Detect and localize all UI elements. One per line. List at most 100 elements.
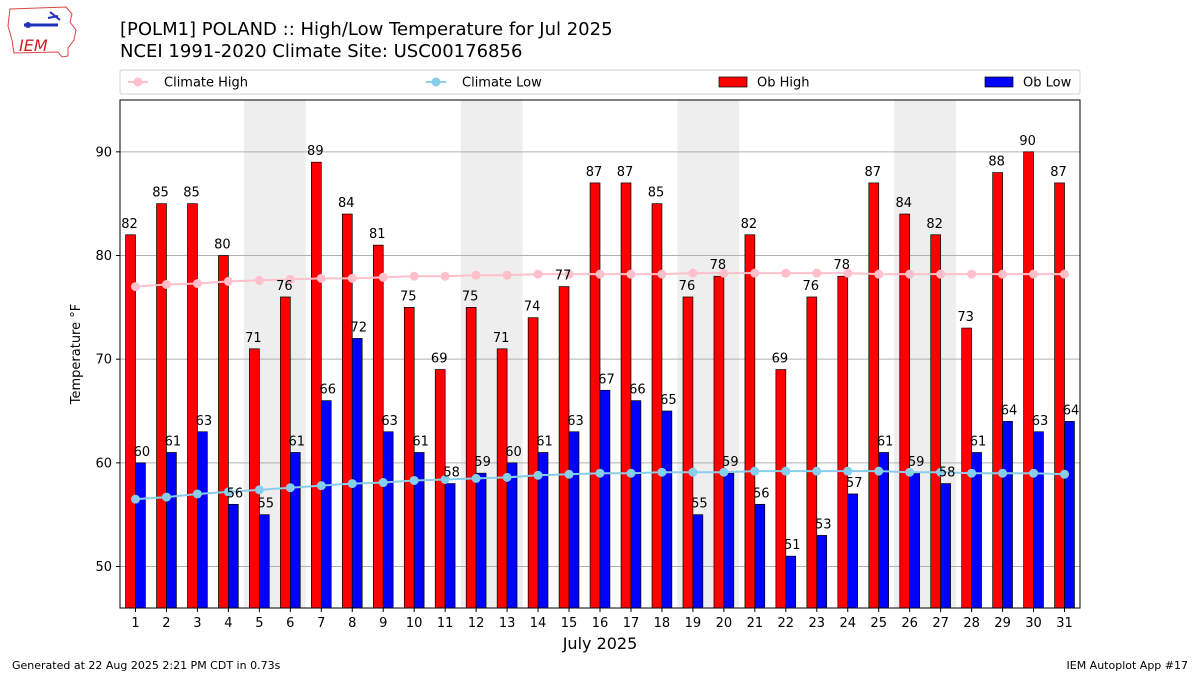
x-tick-label: 27 bbox=[932, 616, 949, 631]
ob-high-bar bbox=[930, 234, 941, 609]
climate-low-point bbox=[750, 466, 760, 476]
ob-low-label: 51 bbox=[784, 538, 801, 553]
ob-high-label: 84 bbox=[338, 196, 355, 211]
ob-low-label: 61 bbox=[165, 434, 182, 449]
ob-high-label: 76 bbox=[679, 279, 696, 294]
legend-box bbox=[119, 69, 1081, 95]
x-axis-label: July 2025 bbox=[562, 634, 638, 653]
ob-low-bar bbox=[661, 410, 673, 609]
ob-low-label: 55 bbox=[258, 497, 275, 512]
ob-low-label: 60 bbox=[134, 445, 151, 460]
climate-high-point bbox=[378, 272, 388, 282]
ob-high-label: 82 bbox=[121, 217, 138, 232]
x-tick-label: 18 bbox=[654, 616, 671, 631]
climate-high-point bbox=[254, 275, 264, 285]
ob-high-label: 71 bbox=[493, 331, 510, 346]
climate-high-point bbox=[967, 269, 977, 279]
y-tick-label: 70 bbox=[95, 353, 112, 368]
ob-low-label: 61 bbox=[970, 434, 987, 449]
ob-high-bar bbox=[249, 348, 260, 609]
ob-low-label: 61 bbox=[289, 434, 306, 449]
climate-low-point bbox=[998, 468, 1008, 478]
ob-high-bar bbox=[558, 286, 570, 609]
ob-low-label: 55 bbox=[691, 497, 708, 512]
x-tick-label: 30 bbox=[1025, 616, 1042, 631]
climate-high-point bbox=[285, 274, 295, 284]
climate-high-point bbox=[1029, 269, 1039, 279]
ob-low-label: 63 bbox=[196, 414, 213, 429]
climate-high-point bbox=[502, 270, 512, 280]
iem-logo[interactable]: IEM bbox=[7, 6, 77, 58]
ob-low-bar bbox=[166, 452, 177, 609]
ob-low-label: 67 bbox=[598, 372, 615, 387]
ob-high-label: 75 bbox=[462, 289, 479, 304]
ob-high-label: 87 bbox=[586, 165, 603, 180]
climate-high-point bbox=[812, 268, 822, 278]
ob-high-label: 89 bbox=[307, 144, 324, 159]
ob-low-bar bbox=[228, 503, 239, 609]
ob-low-label: 63 bbox=[567, 414, 584, 429]
chart-title: [POLM1] POLAND :: High/Low Temperature f… bbox=[120, 19, 613, 40]
climate-low-point bbox=[1060, 469, 1070, 479]
climate-low-point bbox=[316, 481, 326, 491]
climate-high-point bbox=[626, 269, 636, 279]
climate-low-point bbox=[595, 468, 605, 478]
climate-high-point bbox=[719, 268, 729, 278]
x-tick-label: 24 bbox=[839, 616, 856, 631]
climate-low-point bbox=[409, 475, 419, 485]
climate-high-point bbox=[936, 269, 946, 279]
climate-high-point bbox=[843, 268, 853, 278]
climate-high-point bbox=[533, 269, 543, 279]
logo-tower bbox=[47, 11, 61, 21]
ob-low-label: 65 bbox=[660, 393, 677, 408]
ob-high-label: 76 bbox=[276, 279, 293, 294]
y-axis-label: Temperature °F bbox=[69, 304, 84, 405]
climate-high-point bbox=[192, 279, 202, 289]
ob-low-label: 61 bbox=[412, 434, 429, 449]
y-tick-label: 90 bbox=[95, 145, 112, 160]
x-tick-label: 11 bbox=[437, 616, 454, 631]
x-tick-label: 9 bbox=[379, 616, 387, 631]
ob-low-bar bbox=[506, 462, 518, 609]
ob-low-label: 61 bbox=[877, 434, 894, 449]
ob-low-label: 59 bbox=[722, 455, 739, 470]
ob-high-label: 77 bbox=[555, 269, 572, 284]
x-tick-label: 13 bbox=[499, 616, 516, 631]
ob-high-bar bbox=[713, 275, 725, 609]
ob-high-bar bbox=[187, 203, 198, 609]
data-labels: 82 85 85 80 71 76 89 84 81 75 69 75 71 74 77 87 87 85 76 78… bbox=[121, 134, 1079, 553]
x-tick-label: 20 bbox=[716, 616, 733, 631]
climate-low-point bbox=[781, 466, 791, 476]
climate-low-point bbox=[564, 469, 574, 479]
climate-low-point bbox=[1029, 468, 1039, 478]
x-tick-label: 28 bbox=[963, 616, 980, 631]
x-tick-label: 23 bbox=[809, 616, 826, 631]
ob-low-label: 63 bbox=[1032, 414, 1049, 429]
climate-low-point bbox=[626, 468, 636, 478]
ob-low-bar bbox=[816, 535, 828, 609]
climate-low-point bbox=[254, 485, 264, 495]
x-tick-label: 3 bbox=[193, 616, 201, 631]
ob-low-bar bbox=[289, 452, 301, 609]
climate-high-point bbox=[130, 282, 140, 292]
ob-low-label: 66 bbox=[319, 383, 336, 398]
legend-ob-low-swatch bbox=[984, 76, 1014, 88]
ob-high-label: 74 bbox=[524, 300, 541, 315]
ob-high-label: 87 bbox=[864, 165, 881, 180]
ob-low-bar bbox=[878, 452, 889, 609]
legend: Climate High Climate Low Ob High Ob Low bbox=[128, 76, 1072, 91]
ob-high-bar bbox=[434, 369, 446, 609]
x-tick-label: 2 bbox=[162, 616, 170, 631]
ob-low-label: 59 bbox=[474, 455, 491, 470]
ob-low-label: 58 bbox=[443, 466, 460, 481]
climate-low-point bbox=[688, 467, 698, 477]
ob-high-label: 82 bbox=[741, 217, 758, 232]
ob-low-bar bbox=[413, 452, 425, 609]
climate-high-point bbox=[905, 269, 915, 279]
y-tick-label: 50 bbox=[95, 560, 112, 575]
ob-high-bar bbox=[156, 203, 167, 609]
climate-low-point bbox=[192, 489, 202, 499]
ob-high-label: 85 bbox=[648, 186, 665, 201]
climate-high-point bbox=[595, 269, 605, 279]
x-tick-label: 22 bbox=[778, 616, 795, 631]
